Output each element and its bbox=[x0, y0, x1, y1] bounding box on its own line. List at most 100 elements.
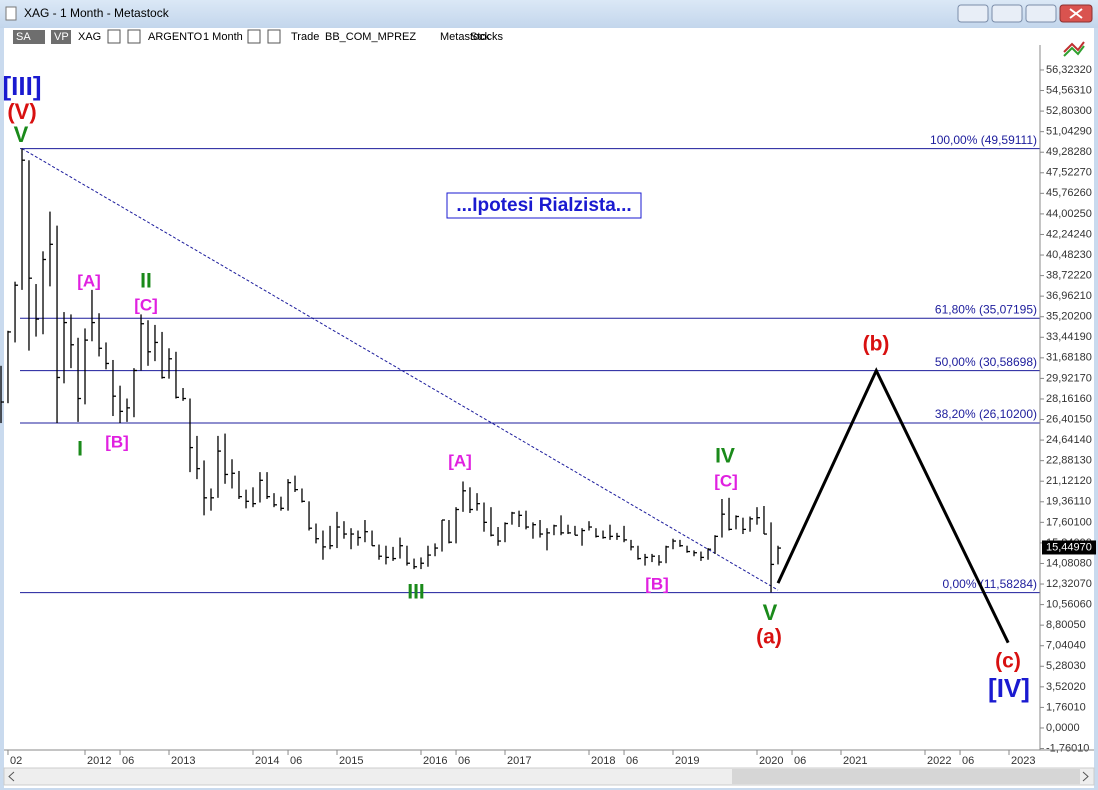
x-tick-label: 06 bbox=[290, 755, 302, 767]
x-tick-label: 02 bbox=[10, 755, 22, 767]
toolbar-button[interactable] bbox=[51, 30, 71, 44]
wave-label: I bbox=[77, 438, 83, 461]
y-tick-label: 7,04040 bbox=[1046, 640, 1086, 652]
y-tick-label: 35,20200 bbox=[1046, 311, 1092, 323]
y-tick-label: 31,68180 bbox=[1046, 352, 1092, 364]
wave-label: [B] bbox=[645, 574, 669, 593]
toolbar-label: Trade bbox=[291, 31, 319, 43]
x-tick-label: 2013 bbox=[171, 755, 195, 767]
window-icon bbox=[5, 6, 17, 21]
x-tick-label: 06 bbox=[794, 755, 806, 767]
chart-panel bbox=[4, 28, 1094, 788]
last-price-label: 15,44970 bbox=[1046, 541, 1092, 553]
y-tick-label: 54,56310 bbox=[1046, 84, 1092, 96]
wave-label: [A] bbox=[77, 271, 101, 290]
x-tick-label: 2019 bbox=[675, 755, 699, 767]
last-price-box bbox=[1042, 540, 1096, 555]
level-label: 61,80% (35,07195) bbox=[935, 302, 1037, 316]
wave-label: [IV] bbox=[988, 673, 1030, 703]
wave-label: [C] bbox=[134, 295, 158, 314]
scroll-left[interactable] bbox=[8, 771, 15, 782]
y-tick-label: 45,76260 bbox=[1046, 187, 1092, 199]
window-title: XAG - 1 Month - Metastock bbox=[24, 6, 170, 20]
restore-button[interactable] bbox=[957, 4, 989, 23]
y-tick-label: 56,32320 bbox=[1046, 64, 1092, 76]
toolbar-label: BB_COM_MPREZ bbox=[325, 31, 416, 43]
y-tick-label: 36,96210 bbox=[1046, 290, 1092, 302]
y-tick-label: 51,04290 bbox=[1046, 126, 1092, 138]
y-tick-label: 24,64140 bbox=[1046, 434, 1092, 446]
wave-label: IV bbox=[715, 445, 735, 468]
y-tick-label: -1,76010 bbox=[1046, 742, 1089, 754]
dropdown-button[interactable] bbox=[267, 29, 281, 44]
y-tick-label: 52,80300 bbox=[1046, 105, 1092, 117]
toolbar-label: 1 Month bbox=[203, 31, 243, 43]
trendline bbox=[21, 148, 779, 591]
plot-area: 56,32320 54,56310 52,80300 51,04290 49,28280… bbox=[0, 64, 1096, 767]
x-tick-label: 06 bbox=[962, 755, 974, 767]
chart-icon bbox=[1063, 45, 1085, 57]
y-tick-label: 38,72220 bbox=[1046, 269, 1092, 281]
y-tick-label: 21,12120 bbox=[1046, 475, 1092, 487]
x-tick-label: 2018 bbox=[591, 755, 615, 767]
callout-text: ...Ipotesi Rialzista... bbox=[456, 195, 631, 216]
wave-label: [A] bbox=[448, 451, 472, 470]
minimize-button[interactable] bbox=[991, 4, 1023, 23]
x-tick-label: 2016 bbox=[423, 755, 447, 767]
wave-label: (c) bbox=[995, 650, 1021, 673]
scrollbar-thumb[interactable] bbox=[732, 769, 1080, 784]
callout-box bbox=[446, 192, 642, 219]
x-tick-label: 2012 bbox=[87, 755, 111, 767]
chart-icon bbox=[1063, 41, 1085, 53]
y-tick-label: 12,32070 bbox=[1046, 578, 1092, 590]
level-label: 100,00% (49,59111) bbox=[930, 133, 1037, 147]
x-tick-label: 2022 bbox=[927, 755, 951, 767]
wave-label: (b) bbox=[863, 333, 890, 356]
level-label: 38,20% (26,10200) bbox=[935, 407, 1037, 421]
level-label: 0,00% (11,58284) bbox=[942, 577, 1037, 591]
y-tick-label: 1,76010 bbox=[1046, 701, 1086, 713]
toolbar: SA VP XAG ARGENTO 1 Month Trade BB_COM_MPREZ Me… bbox=[13, 29, 504, 44]
close-icon bbox=[1069, 8, 1083, 19]
y-tick-label: 49,28280 bbox=[1046, 146, 1092, 158]
x-tick-label: 2015 bbox=[339, 755, 363, 767]
y-tick-label: 8,80050 bbox=[1046, 619, 1086, 631]
wave-label: [B] bbox=[105, 432, 129, 451]
toolbar-label: Stocks bbox=[470, 31, 504, 43]
toolbar-button[interactable] bbox=[13, 30, 45, 44]
wave-label: V bbox=[14, 122, 29, 147]
wave-label: (a) bbox=[756, 626, 782, 649]
level-label: 50,00% (30,58698) bbox=[935, 355, 1037, 369]
y-tick-label: 33,44190 bbox=[1046, 331, 1092, 343]
x-tick-label: 06 bbox=[122, 755, 134, 767]
y-tick-label: 44,00250 bbox=[1046, 208, 1092, 220]
y-tick-label: 17,60100 bbox=[1046, 516, 1092, 528]
dropdown-button[interactable] bbox=[107, 29, 121, 44]
toolbar-label: Metastock bbox=[440, 31, 491, 43]
x-tick-label: 2014 bbox=[255, 755, 279, 767]
wave-label: [III] bbox=[3, 71, 42, 101]
x-tick-label: 06 bbox=[458, 755, 470, 767]
y-tick-label: 28,16160 bbox=[1046, 393, 1092, 405]
y-tick-label: 29,92170 bbox=[1046, 372, 1092, 384]
y-tick-label: 26,40150 bbox=[1046, 413, 1092, 425]
y-tick-label: 14,08080 bbox=[1046, 557, 1092, 569]
x-tick-label: 2023 bbox=[1011, 755, 1035, 767]
toolbar-label: SA bbox=[16, 31, 31, 43]
wave-label: V bbox=[763, 600, 778, 625]
wave-label: III bbox=[407, 581, 425, 604]
toolbar-label: VP bbox=[54, 31, 69, 43]
toolbar-label: XAG bbox=[78, 31, 101, 43]
y-tick-label: 5,28030 bbox=[1046, 660, 1086, 672]
y-tick-label: 47,52270 bbox=[1046, 167, 1092, 179]
scroll-right[interactable] bbox=[1082, 771, 1089, 782]
projection-line bbox=[776, 367, 1010, 644]
y-tick-label: 22,88130 bbox=[1046, 455, 1092, 467]
dropdown-button[interactable] bbox=[127, 29, 141, 44]
x-tick-label: 2020 bbox=[759, 755, 783, 767]
maximize-button[interactable] bbox=[1025, 4, 1057, 23]
wave-label: (V) bbox=[7, 99, 36, 124]
dropdown-button[interactable] bbox=[247, 29, 261, 44]
